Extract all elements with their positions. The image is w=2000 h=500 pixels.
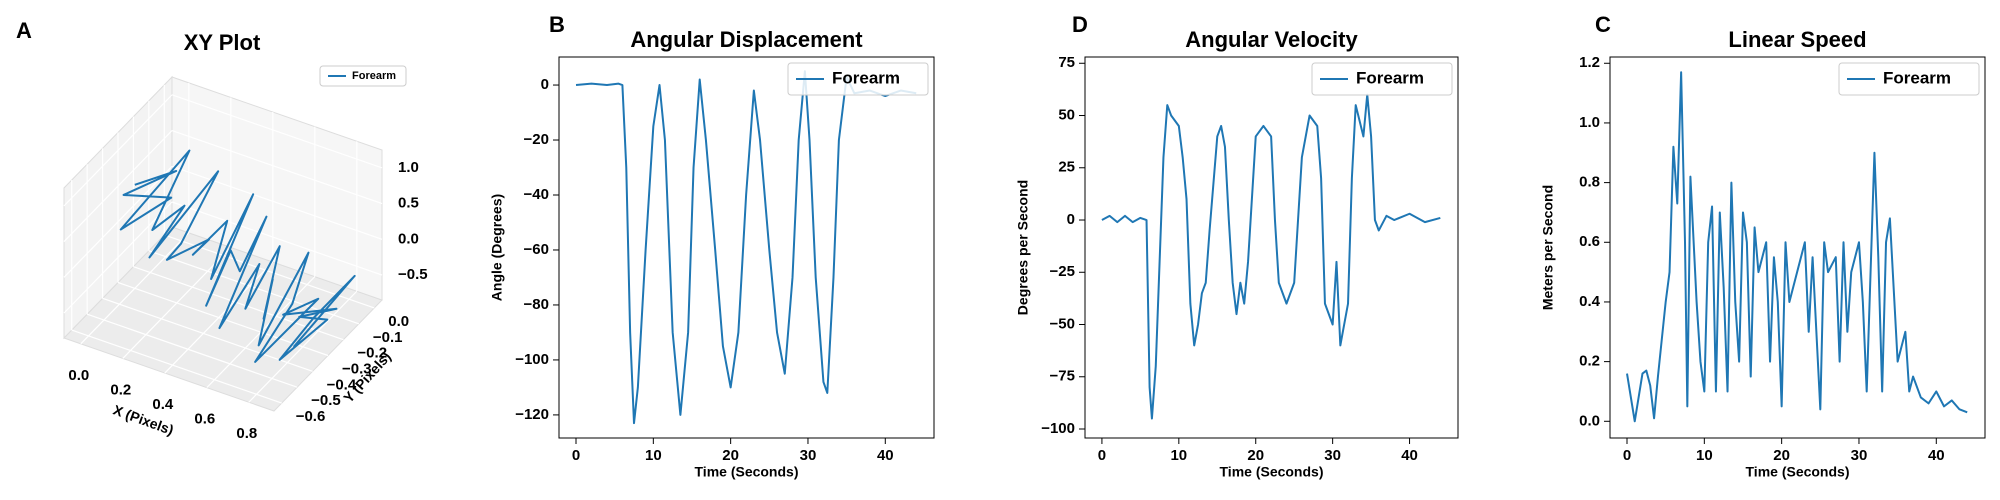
plot-frame	[1084, 56, 1459, 439]
x-tick-label: 20	[1773, 447, 1790, 464]
x-tick-label: 30	[800, 447, 817, 464]
grid-line	[63, 201, 173, 314]
y-tick-label: 0	[541, 76, 549, 93]
grid-line	[171, 130, 383, 205]
y-tick-label: 75	[1058, 54, 1075, 71]
plot-frame	[558, 56, 935, 439]
panel-label: C	[1595, 12, 1611, 37]
x-tick-label: 20	[1247, 447, 1264, 464]
grid-line	[171, 165, 383, 240]
y-tick-label: −0.1	[373, 329, 403, 346]
x-tick-label: 0	[572, 447, 580, 464]
chart-title: Angular Velocity	[1185, 27, 1358, 52]
y-tick-label: 0.0	[388, 313, 409, 330]
grid-line	[171, 201, 383, 276]
y-tick-label: −0.5	[311, 392, 341, 409]
grid-line	[86, 313, 298, 388]
x-tick-label: 0.4	[152, 396, 174, 413]
y-tick-label: −20	[524, 131, 549, 148]
x-tick-label: 0	[1098, 447, 1106, 464]
legend-box	[787, 62, 929, 96]
data-line	[1101, 93, 1441, 420]
x-tick-label: 0.2	[110, 381, 131, 398]
x-axis-label: Time (Seconds)	[1220, 464, 1324, 480]
y-tick-label: 25	[1058, 159, 1075, 176]
x-tick-label: 20	[722, 447, 739, 464]
panel-label: A	[16, 18, 32, 43]
legend-box	[319, 65, 407, 87]
legend-label: Forearm	[352, 70, 396, 82]
x-tick-label: 0.8	[236, 425, 257, 442]
y-tick-label: 0.6	[1579, 233, 1600, 250]
x-axis-label: Time (Seconds)	[1746, 464, 1850, 480]
z-tick-label: 0.5	[398, 195, 419, 212]
grid-line	[63, 94, 173, 207]
y-tick-label: 1.2	[1579, 54, 1600, 71]
x-tick-label: 40	[1401, 447, 1418, 464]
x-tick-label: 10	[1170, 447, 1187, 464]
x-tick-label: 10	[1696, 447, 1713, 464]
grid-line	[171, 94, 383, 169]
legend-label: Forearm	[1356, 68, 1424, 87]
y-tick-label: 0.8	[1579, 174, 1600, 191]
legend-box	[1311, 62, 1453, 96]
y-tick-label: 0.2	[1579, 353, 1600, 370]
data-line	[119, 149, 356, 363]
data-line	[1626, 71, 1968, 423]
x-tick-label: 0	[1623, 447, 1631, 464]
z-tick-label: −0.5	[398, 266, 428, 283]
chart-title: XY Plot	[184, 30, 261, 55]
chart-title: Linear Speed	[1728, 27, 1866, 52]
y-tick-label: −40	[524, 186, 549, 203]
y-tick-label: −100	[515, 351, 549, 368]
y-tick-label: −0.3	[342, 360, 372, 377]
grid-line	[71, 329, 282, 404]
y-axis-label: Degrees per Second	[1015, 180, 1031, 315]
y-tick-label: −80	[524, 296, 549, 313]
x-tick-label: 0.0	[68, 367, 89, 384]
x-tick-label: 0.6	[194, 411, 215, 428]
legend-label: Forearm	[832, 68, 900, 87]
grid-line	[102, 297, 313, 372]
grid-line	[133, 266, 344, 341]
y-tick-label: 50	[1058, 106, 1075, 123]
axis-pane	[171, 76, 383, 301]
legend-box	[1838, 62, 1980, 96]
y-tick-label: −50	[1050, 315, 1075, 332]
y-tick-label: −0.6	[296, 408, 326, 425]
y-axis-label: Meters per Second	[1540, 185, 1556, 310]
y-tick-label: 0.0	[1579, 412, 1600, 429]
x-tick-label: 40	[877, 447, 894, 464]
y-tick-label: −25	[1050, 263, 1075, 280]
x-axis-label: Time (Seconds)	[695, 464, 799, 480]
x-tick-label: 40	[1928, 447, 1945, 464]
y-tick-label: 0.4	[1579, 293, 1601, 310]
x-tick-label: 30	[1324, 447, 1341, 464]
x-tick-label: 10	[645, 447, 662, 464]
y-tick-label: −60	[524, 241, 549, 258]
plot-frame	[1609, 56, 1986, 439]
y-tick-label: 1.0	[1579, 114, 1600, 131]
y-tick-label: −120	[515, 406, 549, 423]
grid-line	[63, 165, 173, 278]
y-axis-label: Angle (Degrees)	[489, 194, 505, 301]
y-tick-label: −75	[1050, 368, 1075, 385]
z-tick-label: 0.0	[398, 230, 419, 247]
panel-label: D	[1072, 12, 1088, 37]
y-tick-label: 0	[1067, 211, 1075, 228]
panel-label: B	[549, 12, 565, 37]
chart-title: Angular Displacement	[630, 27, 863, 52]
legend-label: Forearm	[1883, 68, 1951, 87]
x-tick-label: 30	[1851, 447, 1868, 464]
z-tick-label: 1.0	[398, 159, 419, 176]
y-tick-label: −0.4	[327, 376, 357, 393]
y-tick-label: −100	[1041, 420, 1075, 437]
grid-line	[63, 130, 173, 242]
y-tick-label: −0.2	[357, 345, 387, 362]
data-line	[575, 70, 917, 425]
